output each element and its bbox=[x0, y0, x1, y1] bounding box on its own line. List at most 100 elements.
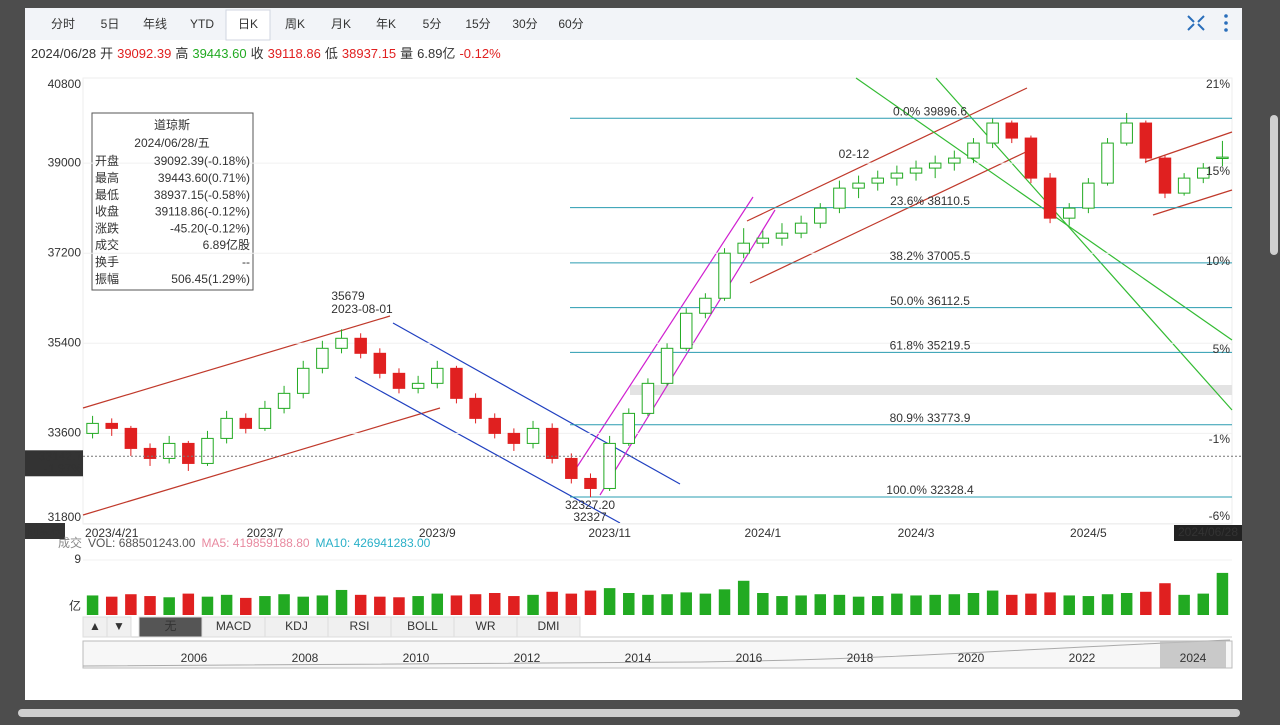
navigator-year: 2010 bbox=[403, 651, 430, 665]
info-item: 6.89亿 bbox=[417, 46, 455, 61]
info-box-date: 2024/06/28/五 bbox=[134, 136, 209, 150]
info-row-value: 6.89亿股 bbox=[203, 237, 250, 252]
candle-body bbox=[411, 382, 425, 389]
navigator-year: 2022 bbox=[1069, 651, 1096, 665]
volume-unit: 亿 bbox=[69, 598, 81, 613]
volume-bar bbox=[86, 595, 99, 615]
navigator-year: 2014 bbox=[625, 651, 652, 665]
volume-tick-label: 9 bbox=[74, 552, 81, 566]
navigator-year: 2024 bbox=[1180, 651, 1207, 665]
info-row-label: 收盘 bbox=[95, 204, 119, 219]
adjust-label[interactable]: 前复权 bbox=[27, 522, 63, 537]
fib-label: 38.2% 37005.5 bbox=[890, 249, 971, 263]
candle-body bbox=[507, 432, 521, 444]
info-row-label: 开盘 bbox=[95, 153, 119, 168]
candle-body bbox=[105, 422, 118, 429]
volume-bar bbox=[105, 596, 118, 615]
x-tick-label: 2024/1 bbox=[744, 526, 781, 540]
info-item: 量 bbox=[400, 46, 413, 61]
fib-label: 0.0% 39896.6 bbox=[893, 104, 967, 118]
volume-bar bbox=[335, 589, 348, 615]
percent-label: 10% bbox=[1206, 254, 1230, 268]
toolbar-tab[interactable]: 5分 bbox=[423, 17, 442, 31]
candle-body bbox=[756, 237, 770, 244]
indicator-tab[interactable] bbox=[516, 616, 581, 638]
volume-bar bbox=[1159, 583, 1171, 615]
toolbar-tab[interactable]: 60分 bbox=[558, 17, 583, 31]
x-tick-label: 2023/4/21 bbox=[85, 526, 139, 540]
candle-body bbox=[392, 372, 406, 389]
volume-bar bbox=[623, 593, 635, 615]
candle-body bbox=[526, 427, 540, 444]
toolbar-tab[interactable]: 年线 bbox=[143, 17, 167, 31]
toolbar-tab[interactable]: 分时 bbox=[51, 17, 75, 31]
navigator-window[interactable] bbox=[1160, 641, 1226, 668]
info-item: -0.12% bbox=[459, 46, 501, 61]
info-row-value: 39443.60(0.71%) bbox=[158, 171, 250, 185]
indicator-tab-label: 无 bbox=[164, 619, 176, 633]
v-scrollbar[interactable] bbox=[1270, 115, 1278, 255]
volume-bar bbox=[527, 594, 539, 615]
toolbar-tab[interactable]: 5日 bbox=[101, 17, 120, 31]
volume-bar bbox=[642, 594, 654, 615]
candle-body bbox=[488, 417, 501, 434]
candle-body bbox=[565, 457, 578, 479]
volume-bar bbox=[1082, 596, 1095, 615]
navigator-line bbox=[82, 639, 1231, 667]
info-row-label: 最高 bbox=[95, 170, 119, 185]
info-item: 开 bbox=[100, 46, 113, 61]
volume-bar bbox=[929, 594, 941, 615]
indicator-tab-label: BOLL bbox=[407, 619, 438, 633]
volume-bar bbox=[297, 596, 309, 615]
candle-body bbox=[603, 442, 616, 489]
h-scrollbar[interactable] bbox=[18, 709, 1240, 717]
toolbar-tab[interactable]: 15分 bbox=[465, 17, 490, 31]
volume-bar bbox=[565, 593, 578, 615]
toolbar-tab[interactable]: 日K bbox=[238, 17, 258, 31]
candle-body bbox=[871, 177, 884, 184]
volume-bar bbox=[450, 595, 463, 615]
volume-bar bbox=[833, 594, 846, 615]
volume-bar bbox=[144, 596, 156, 615]
candle-body bbox=[354, 337, 367, 354]
volume-bar bbox=[1044, 592, 1056, 615]
menu-icon[interactable] bbox=[1224, 14, 1228, 32]
toolbar-tab[interactable]: 周K bbox=[285, 17, 305, 31]
navigator-year: 2008 bbox=[292, 651, 319, 665]
indicator-tab-label: MACD bbox=[216, 619, 252, 633]
indicator-tab[interactable] bbox=[106, 616, 132, 638]
volume-bar bbox=[508, 596, 520, 615]
toolbar-tab[interactable]: 月K bbox=[331, 17, 351, 31]
volume-bar bbox=[718, 589, 731, 615]
volume-bar bbox=[1063, 595, 1075, 615]
legend-item: 成交 bbox=[58, 535, 82, 550]
candle-body bbox=[162, 442, 176, 459]
volume-legend: 成交 VOL: 688501243.00 MA5: 419859188.80 MA10… bbox=[58, 535, 431, 550]
candle-body bbox=[814, 207, 827, 224]
volume-bar bbox=[680, 592, 692, 615]
toolbar-tab[interactable]: 30分 bbox=[512, 17, 537, 31]
navigator-year: 2016 bbox=[736, 651, 763, 665]
navigator-year: 2020 bbox=[958, 651, 985, 665]
candle-body bbox=[373, 352, 387, 374]
volume-bar bbox=[125, 594, 137, 615]
volume-bar bbox=[1101, 594, 1114, 615]
volume-bar bbox=[967, 593, 980, 615]
crosshair-change: -1.97% bbox=[44, 461, 82, 475]
candle-body bbox=[316, 347, 329, 369]
toolbar-tab[interactable]: 年K bbox=[376, 17, 396, 31]
annotation: 32327.20 bbox=[565, 498, 615, 512]
volume-bar bbox=[201, 596, 214, 615]
candle-body bbox=[794, 222, 808, 234]
active-tab bbox=[225, 9, 271, 41]
indicator-tab-label: WR bbox=[476, 619, 496, 633]
candle-body bbox=[1177, 177, 1191, 194]
candle-body bbox=[1216, 156, 1229, 159]
info-item: 38937.15 bbox=[342, 46, 396, 61]
toolbar-tab[interactable]: YTD bbox=[190, 17, 214, 31]
info-item: 39092.39 bbox=[117, 46, 171, 61]
candle-body bbox=[928, 162, 942, 169]
fullscreen-icon[interactable] bbox=[1186, 14, 1206, 32]
